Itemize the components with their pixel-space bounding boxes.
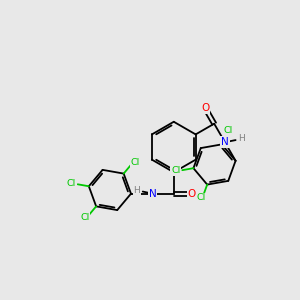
Text: Cl: Cl bbox=[171, 166, 181, 175]
Text: O: O bbox=[188, 189, 196, 199]
Text: Cl: Cl bbox=[130, 158, 140, 167]
Text: Cl: Cl bbox=[223, 127, 232, 136]
Text: Cl: Cl bbox=[67, 179, 76, 188]
Text: N: N bbox=[221, 137, 229, 147]
Text: Cl: Cl bbox=[196, 194, 206, 202]
Text: O: O bbox=[201, 103, 209, 113]
Text: H: H bbox=[238, 134, 245, 143]
Text: Cl: Cl bbox=[80, 213, 89, 222]
Text: H: H bbox=[134, 186, 140, 195]
Text: N: N bbox=[148, 189, 156, 199]
